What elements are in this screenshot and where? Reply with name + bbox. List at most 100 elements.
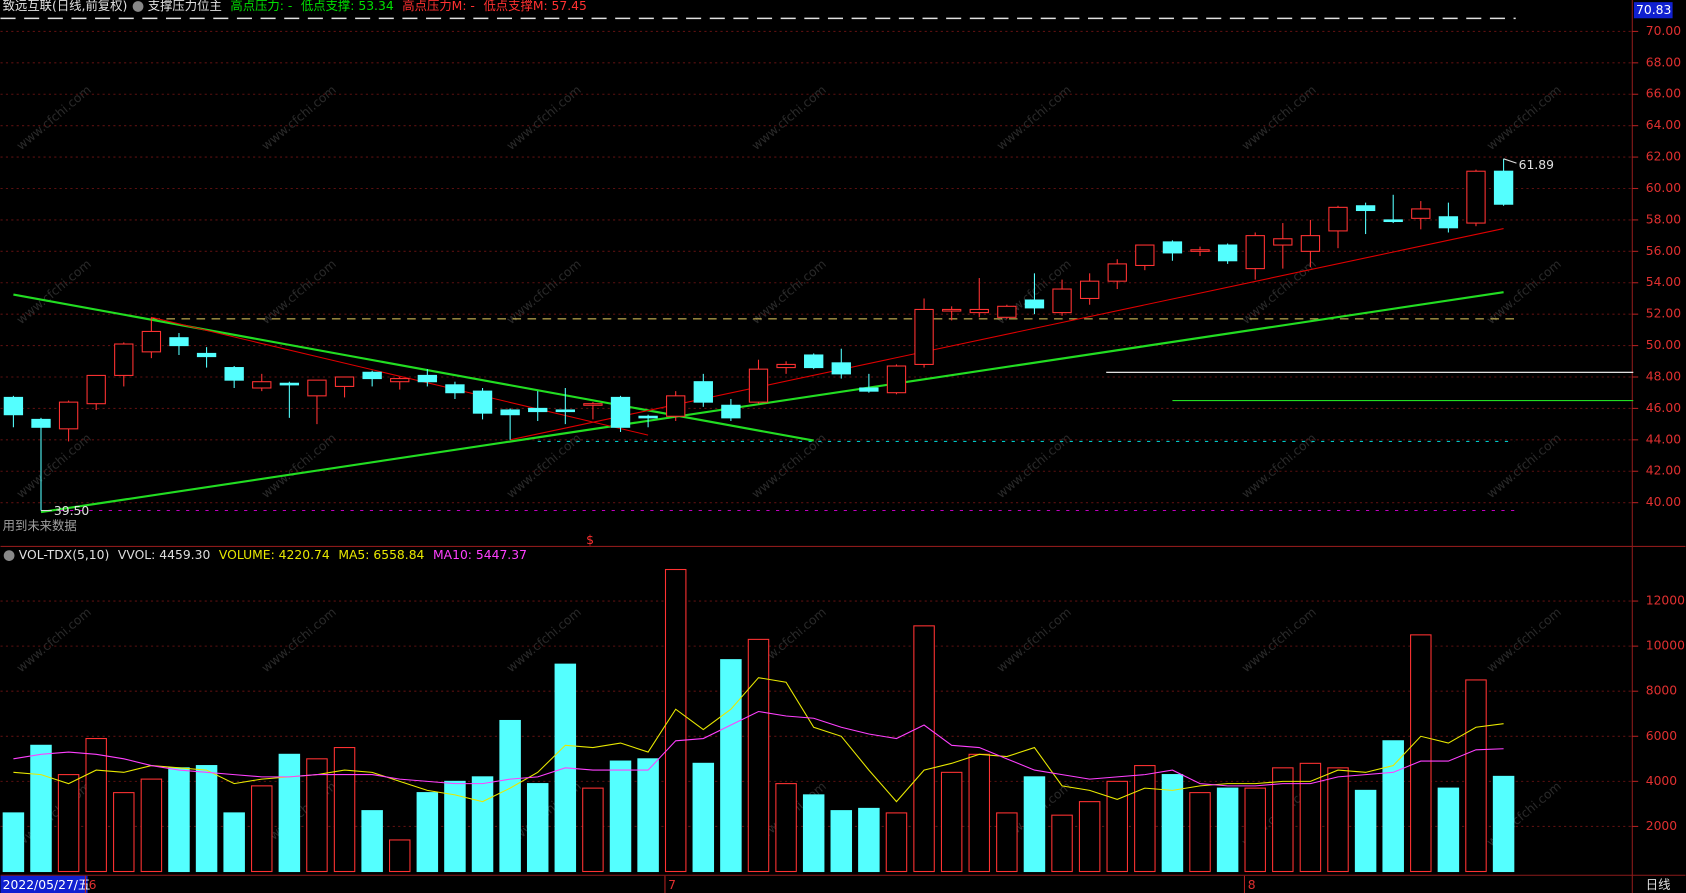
candle-body [1466,170,1486,224]
candle-body [3,396,24,416]
top-price-box [1633,2,1673,19]
candle-body [334,376,355,387]
volume-bar [885,812,908,873]
volume-value: VOLUME: 4220.74 [219,548,330,562]
candle-body [914,308,934,365]
volume-bar [802,794,825,873]
y-tick-label: 68.00 [1646,55,1681,69]
candle-body [1438,216,1459,229]
volume-bar [57,774,80,873]
candle-body [997,305,1017,318]
month-label: 7 [668,878,676,892]
candle-body [555,409,575,413]
y-tick-label: 2000 [1646,819,1678,833]
candle-body [1355,205,1376,212]
volume-bar [1134,765,1156,873]
month-label: 8 [1248,878,1256,892]
y-tick-label: 48.00 [1646,369,1681,383]
volume-bar [499,719,521,873]
candle-body [417,374,438,383]
y-tick-label: 66.00 [1646,87,1681,101]
volume-bar [968,753,991,873]
y-tick-label: 60.00 [1646,181,1681,195]
volume-bar [1244,787,1266,873]
candle-body [279,382,300,386]
date-box [0,875,88,893]
candle-body [224,367,244,381]
volume-bar [416,792,439,873]
y-tick-label: 70.00 [1646,24,1681,38]
candle-body [1328,206,1348,232]
volume-bar [1410,634,1432,873]
volume-bar [747,638,770,873]
candle-body [859,387,879,392]
volume-bar [1106,780,1128,873]
y-tick-label: 50.00 [1646,338,1681,352]
candle-body [307,379,327,397]
volume-bar [1051,814,1073,873]
y-tick-label: 10000 [1646,639,1685,653]
candle-body [1024,299,1045,309]
min-label: 39.50 [54,504,89,518]
y-tick-label: 40.00 [1646,495,1681,509]
volume-icon [3,550,15,561]
candle-body [114,343,134,376]
candle-body [969,308,989,314]
volume-bar [140,778,163,873]
volume-bar [223,812,245,873]
candle-body [196,352,217,358]
candle-body [169,337,189,347]
volume-bar [1382,740,1404,873]
candle-body [1135,244,1155,267]
volume-bar [1023,776,1046,873]
candle-body [693,381,713,403]
candle-body [1190,249,1210,252]
candle-body [1052,288,1072,314]
ma-line [13,710,1504,787]
indicator-icon [132,1,144,12]
volume-bar [692,762,715,873]
candle-body [362,371,382,380]
y-tick-label: 6000 [1646,729,1678,743]
indicator-value: 高点压力M: - [402,0,475,13]
volume-bar [168,767,190,873]
candle-body [252,381,272,389]
candle-body [1217,244,1238,262]
y-tick-label: 64.00 [1646,118,1681,132]
y-tick-label: 42.00 [1646,464,1681,478]
candle-body [390,378,410,383]
volume-value: MA10: 5447.37 [433,548,527,562]
y-tick-label: 54.00 [1646,275,1681,289]
volume-bar [1492,775,1515,873]
month-label: 6 [89,878,97,892]
candle-body [1107,263,1127,282]
candle-body [886,365,907,394]
signal-mark: $ [586,533,594,547]
volume-title: VOL-TDX(5,10) [19,548,110,562]
volume-value: MA5: 6558.84 [338,548,424,562]
candle-body [472,390,493,414]
candle-body [583,403,603,406]
candle-body [1383,219,1403,223]
volume-bar [1161,774,1184,873]
volume-bar [1299,762,1322,873]
candle-body [500,409,520,416]
y-tick-label: 8000 [1646,684,1678,698]
candle-body [831,362,851,375]
volume-bar [30,744,52,873]
candle-body [776,363,796,369]
candle-body [141,330,162,353]
candle-body [666,395,686,417]
volume-bar [306,758,328,873]
volume-bar [361,810,383,873]
indicator-value: 高点压力: - [230,0,292,13]
y-tick-label: 62.00 [1646,150,1681,164]
volume-bar [1354,789,1377,873]
volume-bar [609,760,632,873]
volume-bar [1465,679,1487,873]
future-data-note: 用到未来数据 [3,518,77,533]
